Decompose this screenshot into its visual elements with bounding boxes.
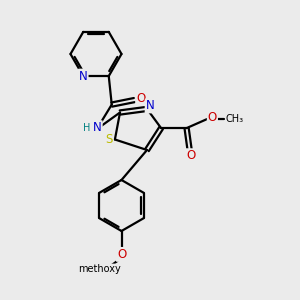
Text: O: O <box>117 248 126 261</box>
Text: N: N <box>79 70 88 83</box>
Text: S: S <box>105 133 112 146</box>
Text: O: O <box>208 111 217 124</box>
Text: N: N <box>146 99 154 112</box>
Text: O: O <box>136 92 146 105</box>
Text: methoxy: methoxy <box>78 264 121 274</box>
Text: CH₃: CH₃ <box>226 114 244 124</box>
Text: N: N <box>93 121 102 134</box>
Text: O: O <box>187 149 196 162</box>
Text: H: H <box>83 123 91 133</box>
